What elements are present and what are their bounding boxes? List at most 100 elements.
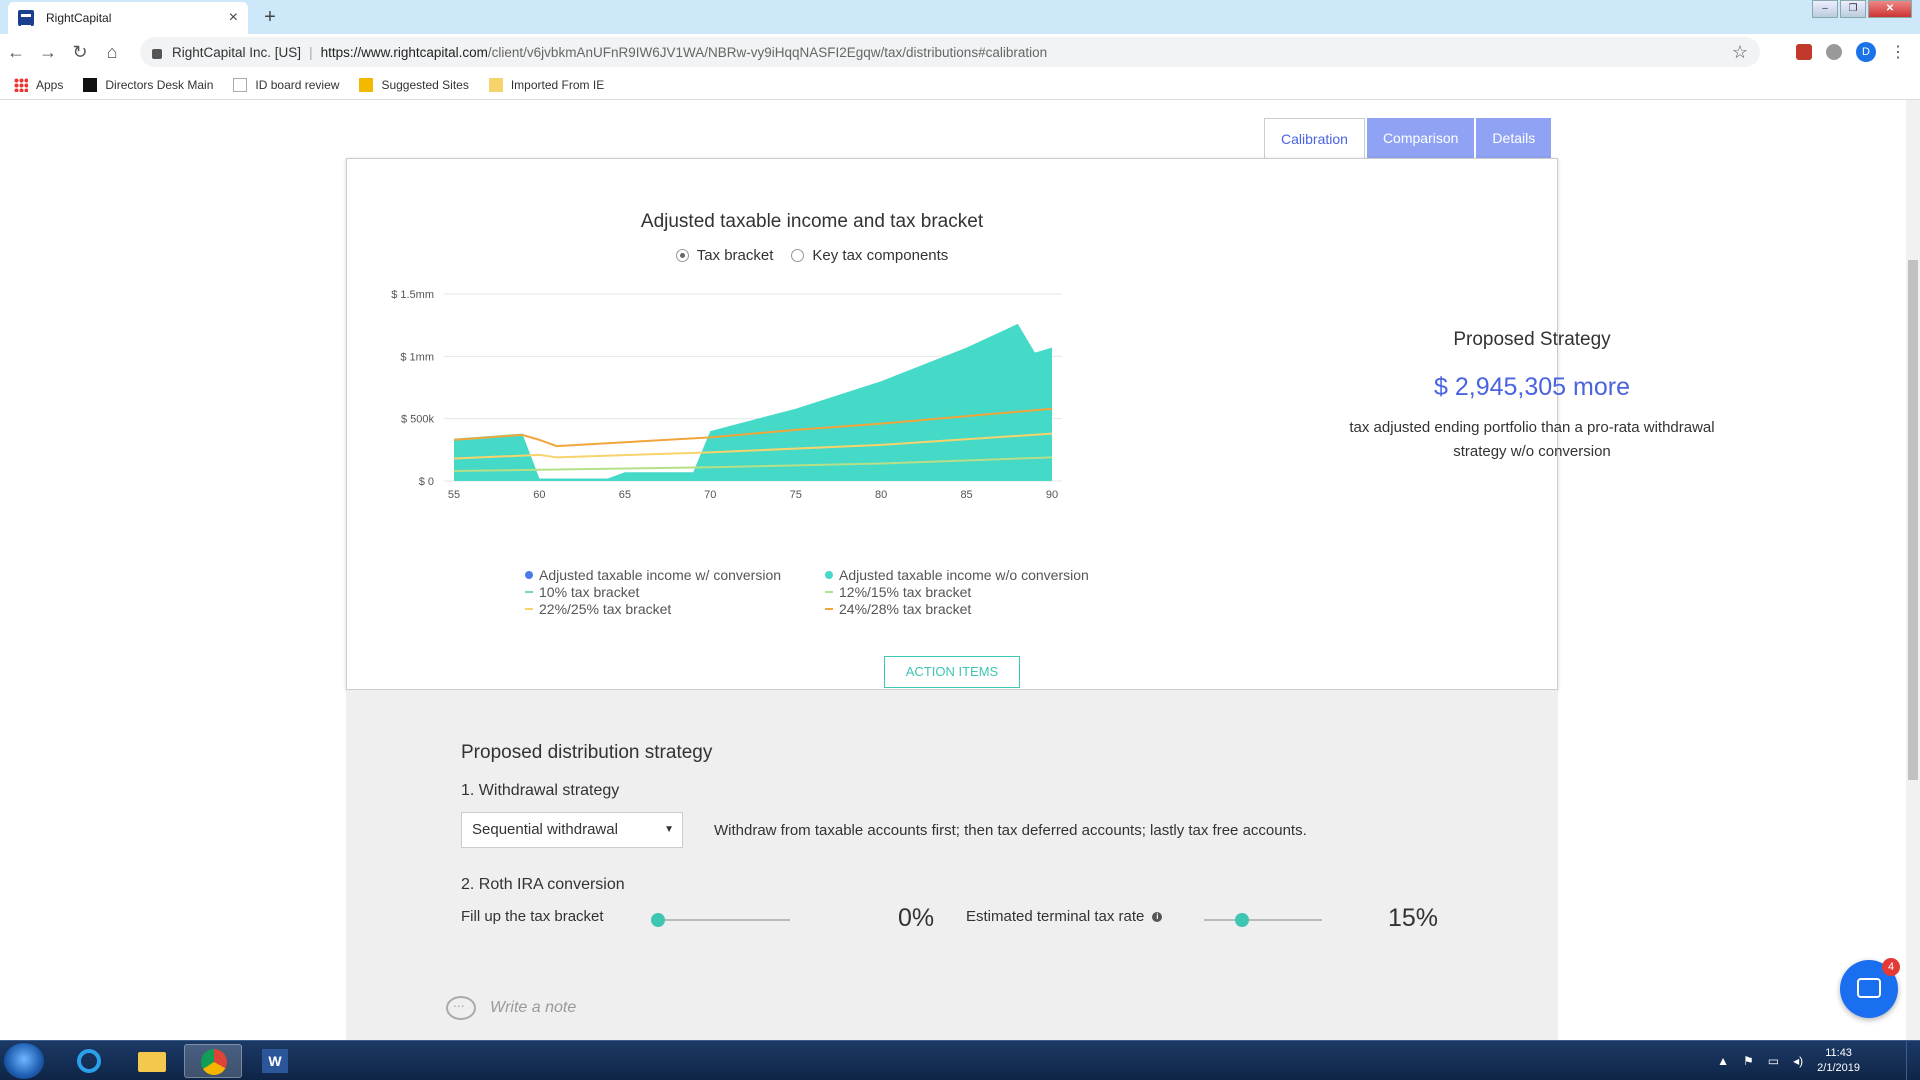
menu-icon[interactable]: ⋮ (1890, 44, 1906, 61)
scroll-thumb[interactable] (1908, 260, 1918, 780)
x-tick-label: 65 (619, 489, 631, 501)
x-tick-label: 60 (533, 489, 545, 501)
x-tick-label: 90 (1046, 489, 1058, 501)
legend-item[interactable]: Adjusted taxable income w/ conversion (525, 567, 825, 583)
extension-icon[interactable] (1796, 44, 1812, 60)
extension-icon[interactable] (1826, 44, 1842, 60)
withdrawal-strategy-label: 1. Withdrawal strategy (461, 782, 620, 799)
withdrawal-strategy-select[interactable]: Sequential withdrawal ▼ (461, 812, 683, 848)
start-button[interactable] (4, 1043, 44, 1079)
chrome-icon (201, 1049, 227, 1075)
taskbar-file-explorer[interactable] (122, 1044, 180, 1078)
bookmark-label: Directors Desk Main (105, 77, 214, 92)
window-controls: – ❐ ✕ (1810, 0, 1912, 18)
bing-icon (359, 77, 374, 92)
bookmark-label: ID board review (255, 77, 340, 92)
bookmark-label: Suggested Sites (381, 77, 469, 92)
new-tab-button[interactable]: + (264, 6, 276, 28)
radio-tax-bracket[interactable]: Tax bracket (675, 247, 773, 264)
legend-item[interactable]: Adjusted taxable income w/o conversion (825, 567, 1125, 583)
back-icon[interactable]: ← (7, 42, 25, 62)
legend-item[interactable]: 24%/28% tax bracket (825, 601, 1125, 617)
bookmark-star-icon[interactable]: ☆ (1731, 41, 1748, 62)
withdrawal-description: Withdraw from taxable accounts first; th… (714, 822, 1307, 839)
tray-expand-icon[interactable]: ▲ (1717, 1054, 1730, 1068)
word-icon: W (262, 1049, 288, 1073)
browser-tab[interactable]: RightCapital × (8, 2, 248, 34)
forward-icon[interactable]: → (39, 42, 57, 62)
chart-mode-radios: Tax bracket Key tax components (347, 247, 1277, 264)
page-scrollbar[interactable] (1906, 100, 1920, 1040)
system-tray: ▲ ⚑ ▭ ◂) 11:43 2/1/2019 (1717, 1041, 1860, 1080)
series-line-24-28-tax-bracket (453, 407, 1053, 448)
network-icon[interactable]: ▭ (1767, 1054, 1780, 1068)
bookmark-label: Apps (36, 77, 64, 92)
page-icon (233, 77, 248, 92)
bookmark-apps[interactable]: Apps (14, 77, 64, 92)
minimize-button[interactable]: – (1812, 0, 1838, 18)
address-bar: ← → ↻ ⌂ RightCapital Inc. [US] | https:/… (0, 34, 1920, 70)
speech-bubble-icon (446, 994, 476, 1020)
legend-item[interactable]: 12%/15% tax bracket (825, 584, 1125, 600)
bookmark-label: Imported From IE (510, 77, 605, 92)
bookmark-imported-from-ie[interactable]: Imported From IE (488, 77, 605, 92)
legend-item[interactable]: 10% tax bracket (525, 584, 825, 600)
maximize-button[interactable]: ❐ (1840, 0, 1866, 18)
tab-close-icon[interactable]: × (228, 9, 238, 26)
info-icon[interactable]: i (1152, 911, 1163, 922)
radio-key-tax-components[interactable]: Key tax components (791, 247, 948, 264)
reload-icon[interactable]: ↻ (72, 42, 88, 62)
browser-tab-bar: RightCapital × + – ❐ ✕ (0, 0, 1920, 34)
tax-bracket-chart: $ 0 $ 500k $ 1mm $ 1.5mm 55 60 65 70 75 80 85 90 (391, 289, 1062, 501)
chat-icon (1857, 978, 1881, 998)
radio-selected-icon (675, 249, 689, 262)
chart-title: Adjusted taxable income and tax bracket (640, 211, 984, 232)
bookmark-suggested-sites[interactable]: Suggested Sites (359, 77, 469, 92)
proposed-strategy-summary: Proposed Strategy $ 2,945,305 more tax a… (1347, 329, 1717, 464)
url-input[interactable]: RightCapital Inc. [US] | https://www.rig… (140, 37, 1760, 67)
site-identity: RightCapital Inc. [US] (172, 44, 302, 60)
action-items-button[interactable]: ACTION ITEMS (884, 656, 1020, 688)
fill-bracket-slider-handle[interactable] (651, 913, 665, 927)
dropdown-arrow-icon: ▼ (664, 824, 674, 835)
withdrawal-select-value: Sequential withdrawal (472, 821, 618, 838)
x-tick-label: 55 (448, 489, 460, 501)
tab-comparison[interactable]: Comparison (1366, 118, 1475, 158)
terminal-tax-rate-slider-track[interactable] (1204, 919, 1322, 921)
chart-legend: Adjusted taxable income w/ conversion Adj… (525, 567, 1165, 617)
clock-date: 2/1/2019 (1817, 1062, 1860, 1074)
write-note[interactable]: Write a note (446, 994, 576, 1020)
taskbar-chrome[interactable] (184, 1044, 242, 1078)
series-area-without-conversion (454, 323, 1052, 481)
tab-title: RightCapital (46, 11, 112, 25)
home-icon[interactable]: ⌂ (106, 42, 118, 62)
view-tabs: Calibration Comparison Details (1262, 118, 1552, 158)
flag-icon[interactable]: ⚑ (1743, 1054, 1754, 1068)
bookmark-id-board[interactable]: ID board review (233, 77, 340, 92)
terminal-tax-rate-label: Estimated terminal tax rate i (966, 908, 1163, 925)
tab-calibration[interactable]: Calibration (1264, 118, 1365, 158)
taskbar-internet-explorer[interactable] (60, 1044, 118, 1078)
terminal-tax-rate-slider-handle[interactable] (1234, 913, 1249, 927)
extension-icons: D ⋮ (1796, 42, 1906, 62)
legend-item[interactable]: 22%/25% tax bracket (525, 601, 825, 617)
show-desktop-button[interactable] (1906, 1041, 1920, 1080)
taskbar-word[interactable]: W (246, 1044, 304, 1078)
fill-bracket-label: Fill up the tax bracket (461, 908, 604, 925)
roth-conversion-label: 2. Roth IRA conversion (461, 876, 625, 893)
fill-bracket-slider-track[interactable] (658, 919, 790, 921)
legend-label: Adjusted taxable income w/ conversion (539, 567, 782, 583)
tab-details[interactable]: Details (1476, 118, 1552, 158)
x-tick-label: 80 (875, 489, 887, 501)
volume-icon[interactable]: ◂) (1793, 1054, 1804, 1068)
legend-dot-icon (825, 571, 833, 579)
window-close-button[interactable]: ✕ (1868, 0, 1912, 18)
windows-taskbar: W ▲ ⚑ ▭ ◂) 11:43 2/1/2019 (0, 1040, 1920, 1080)
radio-label: Key tax components (812, 247, 949, 264)
clock[interactable]: 11:43 2/1/2019 (1817, 1046, 1860, 1076)
bookmark-directors-desk[interactable]: Directors Desk Main (83, 77, 214, 92)
url-domain: https://www.rightcapital.com (320, 44, 488, 60)
y-tick-label: $ 1mm (400, 351, 434, 363)
profile-avatar[interactable]: D (1856, 42, 1876, 62)
y-tick-label: $ 1.5mm (391, 289, 434, 301)
